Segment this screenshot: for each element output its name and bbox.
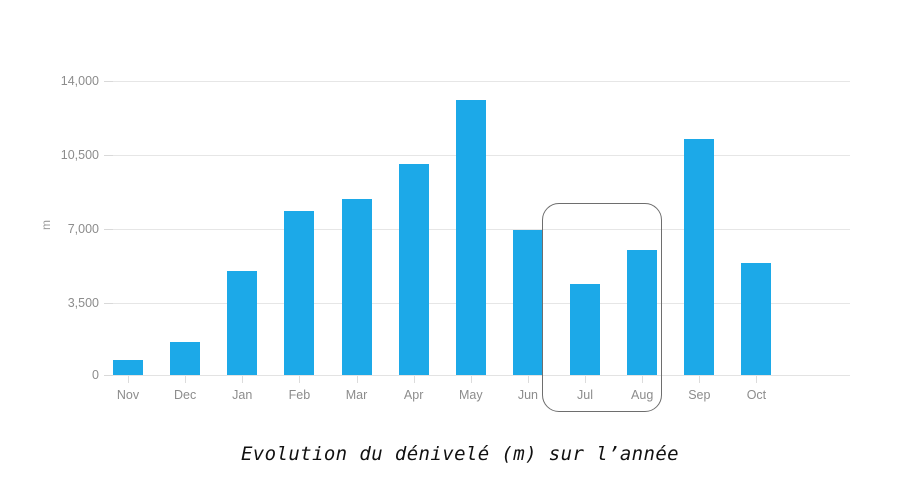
y-tick-label-3500: 3,500 (67, 296, 99, 310)
bar-apr[interactable] (398, 164, 429, 375)
bar-oct[interactable] (741, 262, 772, 375)
y-tick-dash-10500 (104, 155, 113, 156)
x-tick-label-mar: Mar (345, 388, 368, 402)
bar-nov[interactable] (113, 360, 143, 375)
bar-feb[interactable] (284, 210, 315, 375)
bar-mar[interactable] (341, 198, 372, 375)
x-tick-label-feb: Feb (288, 388, 311, 402)
x-tick-label-aug: Aug (631, 388, 654, 402)
y-axis-labels: 0 3,500 7,000 10,500 14,000 (0, 0, 113, 481)
y-tick-dash-7000 (104, 229, 113, 230)
bar-jan[interactable] (227, 270, 258, 375)
gridline-14000 (113, 81, 850, 82)
x-tick-dec (185, 376, 187, 383)
x-tick-aug (642, 376, 644, 383)
bar-dec[interactable] (170, 341, 201, 375)
y-tick-dash-3500 (104, 303, 113, 304)
x-tick-oct (756, 376, 758, 383)
y-tick-label-0: 0 (92, 368, 99, 382)
x-tick-jul (585, 376, 587, 383)
x-tick-label-oct: Oct (746, 388, 767, 402)
y-tick-label-10500: 10,500 (60, 148, 99, 162)
x-tick-jan (242, 376, 244, 383)
bar-aug[interactable] (627, 250, 658, 375)
x-tick-feb (299, 376, 301, 383)
y-tick-label-14000: 14,000 (60, 74, 99, 88)
bar-series (113, 75, 850, 375)
x-tick-label-nov: Nov (116, 388, 140, 402)
x-tick-may (470, 376, 472, 383)
y-tick-label-7000: 7,000 (67, 222, 99, 236)
bar-jul[interactable] (570, 283, 601, 375)
x-tick-nov (128, 376, 129, 383)
chart-caption: Evolution du dénivelé (m) sur l’année (240, 443, 680, 465)
bar-sep[interactable] (684, 138, 715, 375)
x-tick-label-dec: Dec (174, 388, 197, 402)
y-tick-dash-14000 (104, 81, 113, 82)
bar-may[interactable] (455, 100, 486, 375)
x-tick-label-sep: Sep (688, 388, 711, 402)
x-tick-label-jun: Jun (517, 388, 538, 402)
x-tick-jun (527, 376, 529, 383)
x-tick-label-apr: Apr (403, 388, 424, 402)
x-tick-mar (356, 376, 358, 383)
x-tick-label-jul: Jul (577, 388, 594, 402)
bar-jun[interactable] (512, 230, 543, 375)
x-tick-label-jan: Jan (232, 388, 253, 402)
x-tick-sep (699, 376, 701, 383)
y-tick-dash-0 (104, 375, 113, 376)
x-tick-label-may: May (458, 388, 483, 402)
x-tick-apr (413, 376, 415, 383)
x-axis: Nov Dec Jan Feb Mar Apr May Jun Jul Aug Sep Oct (113, 375, 850, 415)
axis-baseline (113, 375, 850, 376)
